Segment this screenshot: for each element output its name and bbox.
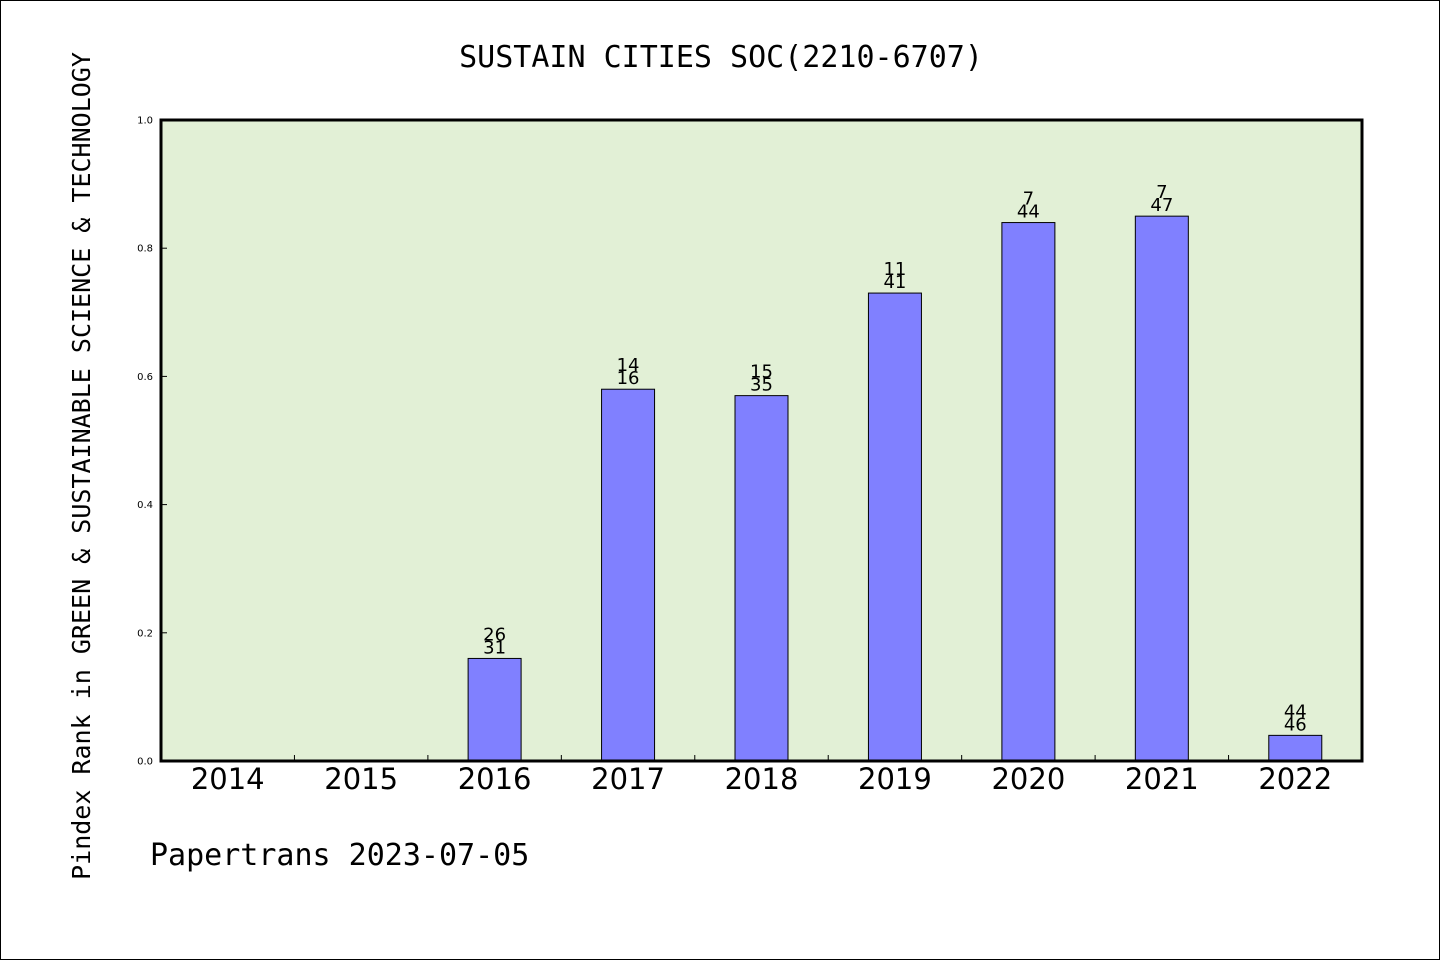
y-tick-label-5: 1.0 [137, 116, 153, 127]
y-tick-label-3: 0.6 [137, 372, 153, 383]
ticks-layer: 2014 2015 2016 2017 2018 2019 2020 2021 2022 0.0 0… [137, 116, 1364, 796]
bar-label-bottom-2019: 41 [883, 272, 906, 293]
bar-label-bottom-2021: 47 [1150, 195, 1173, 216]
y-tick-label-2: 0.4 [137, 500, 153, 511]
x-tick-label-2015: 2015 [324, 762, 398, 796]
bar-2021 [1134, 215, 1189, 762]
bar-label-bottom-2017: 16 [617, 368, 640, 389]
bar-2019 [867, 292, 922, 762]
footer-text: Papertrans 2023-07-05 [150, 838, 529, 873]
bar-label-top-2021: 7 [1156, 182, 1167, 203]
x-tick-label-2017: 2017 [591, 762, 665, 796]
bar-2020 [1001, 222, 1056, 762]
y-tick-label-4: 0.8 [137, 244, 153, 255]
chart-title: SUSTAIN CITIES SOC(2210-6707) [459, 40, 983, 75]
bar-label-bottom-2022: 46 [1284, 714, 1307, 735]
bar-label-top-2022: 44 [1284, 701, 1307, 722]
bar-2017 [601, 388, 656, 762]
bar-label-bottom-2016: 31 [483, 637, 506, 658]
x-tick-label-2019: 2019 [858, 762, 932, 796]
x-tick-label-2016: 2016 [458, 762, 532, 796]
bar-2022 [1268, 734, 1323, 762]
y-axis-label: Pindex Rank in GREEN & SUSTAINABLE SCIEN… [67, 52, 96, 880]
x-tick-label-2022: 2022 [1258, 762, 1332, 796]
x-tick-label-2021: 2021 [1125, 762, 1199, 796]
y-tick-label-0: 0.0 [137, 757, 153, 768]
bar-label-bottom-2020: 44 [1017, 202, 1040, 223]
bar-label-top-2018: 15 [750, 362, 773, 383]
bar-2018 [734, 395, 789, 762]
y-tick-label-1: 0.2 [137, 628, 153, 639]
bar-2016 [467, 657, 522, 762]
plot-frame [159, 118, 1364, 763]
x-tick-label-2018: 2018 [725, 762, 799, 796]
x-tick-label-2014: 2014 [191, 762, 265, 796]
bar-label-bottom-2018: 35 [750, 375, 773, 396]
bar-label-top-2019: 11 [883, 259, 906, 280]
bar-label-top-2017: 14 [617, 355, 640, 376]
bar-label-top-2016: 26 [483, 624, 506, 645]
bar-label-top-2020: 7 [1023, 189, 1034, 210]
x-tick-label-2020: 2020 [991, 762, 1065, 796]
